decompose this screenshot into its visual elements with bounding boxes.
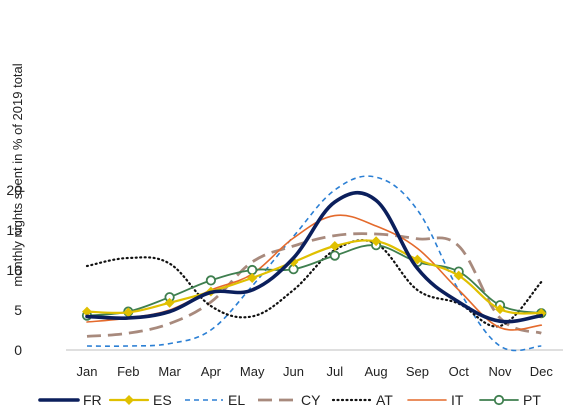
x-tick-label: Jun [283, 364, 304, 379]
point-pt [247, 264, 258, 276]
x-tick-label: Sep [406, 364, 429, 379]
y-axis-title-group: monthly nights spent in % of 2019 total [10, 63, 25, 286]
point-pt [329, 250, 340, 261]
x-tick-label: Aug [365, 364, 388, 379]
legend-label-fr: FR [83, 392, 102, 408]
point-pt [205, 275, 216, 286]
point-es [495, 304, 505, 315]
y-tick-label: 5 [14, 302, 22, 318]
point-es [247, 273, 258, 283]
x-tick-label: Mar [158, 364, 181, 379]
y-tick-label: 20 [6, 182, 22, 198]
point-es [453, 270, 464, 281]
legend-label-cy: CY [301, 392, 321, 408]
y-axis-title: monthly nights spent in % of 2019 total [10, 63, 25, 286]
legend-marker-es [124, 395, 134, 405]
legend-marker-pt [493, 394, 505, 406]
point-es [329, 241, 340, 251]
x-tick-label: Dec [530, 364, 554, 379]
x-tick-label: Feb [117, 364, 139, 379]
y-tick-label: 15 [6, 222, 22, 238]
x-tick-label: Jan [77, 364, 98, 379]
x-tick-label: Apr [201, 364, 222, 379]
x-tick-label: May [240, 364, 265, 379]
legend-label-es: ES [153, 392, 172, 408]
legend-label-at: AT [376, 392, 393, 408]
series-line-fr [85, 191, 544, 324]
series-line-el [86, 175, 542, 352]
legend-label-el: EL [228, 392, 245, 408]
series-line-at [85, 239, 543, 328]
x-tick-label: Oct [449, 364, 470, 379]
point-es [164, 297, 175, 308]
x-tick-label: Nov [488, 364, 512, 379]
y-tick-label: 10 [6, 262, 22, 278]
y-tick-label: 0 [14, 342, 22, 358]
legend-label-it: IT [451, 392, 464, 408]
legend: FR ES EL CY AT IT PT [38, 392, 541, 408]
plot-area: 0 5 10 15 20 Jan Feb Mar Apr May Jun Jul Aug Sep Oct No… [6, 175, 563, 379]
legend-label-pt: PT [523, 392, 541, 408]
series-line-cy [86, 232, 542, 338]
point-es [371, 236, 382, 247]
x-tick-label: Jul [326, 364, 343, 379]
